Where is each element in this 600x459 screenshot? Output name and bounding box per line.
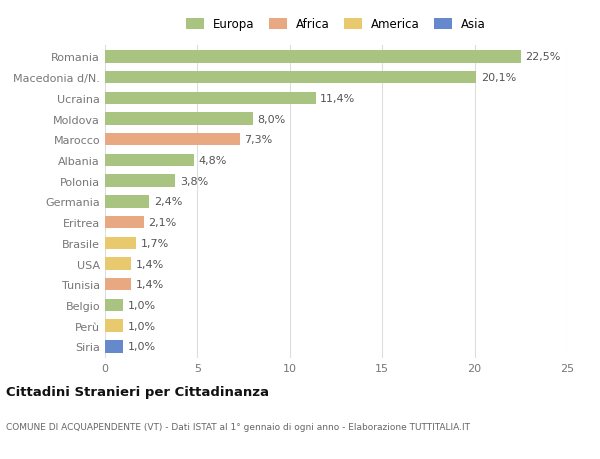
Text: 1,7%: 1,7% (141, 238, 169, 248)
Bar (105, 217, 144, 229)
Text: 2,4%: 2,4% (154, 197, 182, 207)
Text: COMUNE DI ACQUAPENDENTE (VT) - Dati ISTAT al 1° gennaio di ogni anno - Elaborazi: COMUNE DI ACQUAPENDENTE (VT) - Dati ISTA… (6, 422, 470, 431)
Text: 11,4%: 11,4% (320, 94, 356, 104)
Bar (105, 134, 240, 146)
Text: 4,8%: 4,8% (199, 156, 227, 166)
Bar (105, 154, 194, 167)
Bar (105, 196, 149, 208)
Text: 1,0%: 1,0% (128, 321, 156, 331)
Bar (105, 258, 131, 270)
Text: 1,0%: 1,0% (128, 341, 156, 352)
Text: 7,3%: 7,3% (245, 135, 273, 145)
Bar (105, 299, 124, 312)
Text: Cittadini Stranieri per Cittadinanza: Cittadini Stranieri per Cittadinanza (6, 386, 269, 398)
Bar (105, 341, 124, 353)
Bar (105, 237, 136, 250)
Bar (105, 320, 124, 332)
Legend: Europa, Africa, America, Asia: Europa, Africa, America, Asia (184, 16, 488, 34)
Text: 2,1%: 2,1% (148, 218, 176, 228)
Text: 3,8%: 3,8% (180, 176, 208, 186)
Bar (105, 92, 316, 105)
Bar (105, 51, 521, 63)
Text: 20,1%: 20,1% (481, 73, 517, 83)
Bar (105, 72, 476, 84)
Text: 1,4%: 1,4% (136, 280, 164, 290)
Bar (105, 175, 175, 187)
Text: 1,0%: 1,0% (128, 300, 156, 310)
Text: 1,4%: 1,4% (136, 259, 164, 269)
Bar (105, 113, 253, 125)
Bar (105, 279, 131, 291)
Text: 8,0%: 8,0% (257, 114, 286, 124)
Text: 22,5%: 22,5% (526, 52, 561, 62)
